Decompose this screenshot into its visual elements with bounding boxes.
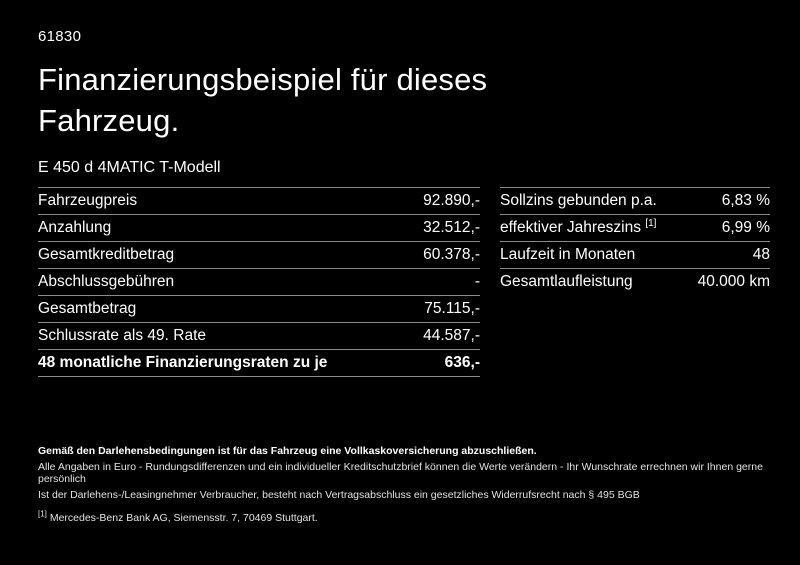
insurance-note: Gemäß den Darlehensbedingungen ist für d… xyxy=(38,444,537,457)
page-title: Finanzierungsbeispiel für dieses Fahrzeu… xyxy=(38,62,488,138)
disclaimer-line-1: Alle Angaben in Euro - Rundungsdifferenz… xyxy=(38,460,763,485)
finance-tables: Fahrzeugpreis 92.890,- Anzahlung 32.512,… xyxy=(38,186,770,377)
row-label: effektiver Jahreszins [1] xyxy=(500,217,657,236)
vehicle-model: E 450 d 4MATIC T-Modell xyxy=(38,158,221,176)
table-row: Schlussrate als 49. Rate 44.587,- xyxy=(38,323,480,350)
row-label: Gesamtlaufleistung xyxy=(500,272,633,290)
row-value: 44.587,- xyxy=(423,326,480,344)
footnote-marker: [1] xyxy=(645,217,657,229)
row-value: 75.115,- xyxy=(424,299,480,317)
row-label: Abschlussgebühren xyxy=(38,272,175,290)
row-label: Schlussrate als 49. Rate xyxy=(38,326,207,344)
table-row: Sollzins gebunden p.a. 6,83 % xyxy=(500,188,770,215)
row-label: Anzahlung xyxy=(38,218,112,236)
row-value: - xyxy=(474,272,480,290)
row-value: 92.890,- xyxy=(423,191,480,209)
row-value: 6,83 % xyxy=(721,191,770,209)
legal-footer: Gemäß den Darlehensbedingungen ist für d… xyxy=(38,445,770,524)
row-label: Gesamtkreditbetrag xyxy=(38,245,175,263)
row-value: 60.378,- xyxy=(423,245,480,263)
finance-table: Fahrzeugpreis 92.890,- Anzahlung 32.512,… xyxy=(38,186,480,377)
table-row: Gesamtlaufleistung 40.000 km xyxy=(500,269,770,295)
vehicle-id: 61830 xyxy=(38,28,82,45)
footnote-marker: [1] xyxy=(38,509,47,519)
row-value: 6,99 % xyxy=(721,218,770,236)
table-row: Anzahlung 32.512,- xyxy=(38,215,480,242)
row-value: 40.000 km xyxy=(697,272,770,290)
row-value: 636,- xyxy=(444,353,480,371)
row-value: 48 xyxy=(752,245,770,263)
table-row: Abschlussgebühren - xyxy=(38,269,480,296)
disclaimer-line-2: Ist der Darlehens-/Leasingnehmer Verbrau… xyxy=(38,488,640,501)
table-row: Gesamtkreditbetrag 60.378,- xyxy=(38,242,480,269)
row-label: Gesamtbetrag xyxy=(38,299,137,317)
bank-footnote: [1] Mercedes-Benz Bank AG, Siemensstr. 7… xyxy=(38,509,770,524)
table-row-monthly-rate: 48 monatliche Finanzierungsraten zu je 6… xyxy=(38,350,480,377)
footnote-text: Mercedes-Benz Bank AG, Siemensstr. 7, 70… xyxy=(49,511,318,524)
row-value: 32.512,- xyxy=(423,218,480,236)
row-label: 48 monatliche Finanzierungsraten zu je xyxy=(38,353,328,371)
row-label: Fahrzeugpreis xyxy=(38,191,138,209)
row-label: Laufzeit in Monaten xyxy=(500,245,636,263)
conditions-table: Sollzins gebunden p.a. 6,83 % effektiver… xyxy=(500,186,770,295)
table-row: Fahrzeugpreis 92.890,- xyxy=(38,188,480,215)
table-row: Laufzeit in Monaten 48 xyxy=(500,242,770,269)
row-label: Sollzins gebunden p.a. xyxy=(500,191,657,209)
table-row: Gesamtbetrag 75.115,- xyxy=(38,296,480,323)
table-row: effektiver Jahreszins [1] 6,99 % xyxy=(500,215,770,242)
